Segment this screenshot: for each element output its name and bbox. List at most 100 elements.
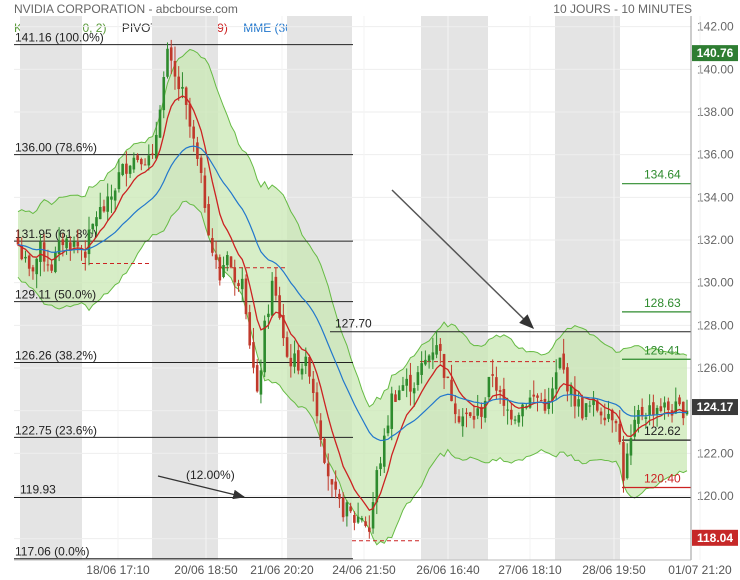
candle-body	[539, 399, 543, 401]
y-tick-label: 128.00	[697, 318, 734, 332]
candle-body	[663, 402, 666, 408]
y-tick-label: 126.00	[697, 361, 734, 375]
candle-body	[483, 400, 487, 418]
y-tick-label: 122.00	[697, 446, 734, 460]
candle-body	[465, 412, 468, 415]
candle-body	[147, 155, 151, 166]
mmh-line	[17, 95, 688, 512]
candle-body	[599, 411, 603, 416]
candle-body	[368, 527, 371, 532]
candle-body	[652, 402, 655, 415]
candle-body	[207, 204, 210, 236]
x-tick-label: 28/06 19:50	[582, 563, 646, 577]
x-tick-label: 26/06 16:40	[416, 563, 480, 577]
candle-body	[364, 521, 367, 526]
x-tick-label: 24/06 21:50	[332, 563, 396, 577]
candle-body	[569, 385, 573, 395]
candle-body	[39, 241, 42, 262]
candle-body	[667, 401, 670, 411]
candle-body	[573, 388, 577, 407]
candle-body	[371, 502, 375, 529]
pivot-label: 126.41	[644, 343, 681, 357]
pivot-label: 120.40	[644, 471, 681, 485]
candle-body	[655, 407, 659, 415]
candle-body	[117, 172, 121, 190]
candle-body	[87, 229, 91, 255]
candle-body	[289, 357, 293, 367]
candle-body	[95, 217, 98, 227]
candle-body	[259, 370, 263, 395]
candle-body	[584, 403, 588, 417]
candle-body	[188, 103, 192, 127]
candle-body	[435, 345, 438, 355]
fibonacci-label: 136.00 (78.6%)	[15, 141, 97, 155]
candle-body	[225, 255, 229, 266]
annotation-label: (12.00%)	[186, 468, 235, 482]
candle-body	[278, 295, 281, 318]
candle-body	[196, 142, 199, 159]
keltner-lower	[17, 200, 688, 546]
candle-body	[158, 109, 162, 138]
candle-body	[506, 409, 509, 411]
candle-body	[315, 392, 319, 417]
candle-body	[472, 415, 476, 420]
candle-body	[592, 398, 595, 406]
candle-body	[274, 276, 278, 296]
candle-body	[547, 400, 551, 409]
x-tick-label: 27/06 18:10	[498, 563, 562, 577]
candle-body	[498, 390, 502, 392]
candle-body	[461, 416, 465, 427]
candle-body	[382, 435, 386, 467]
candle-body	[181, 86, 184, 89]
fibonacci-label: 126.26 (38.2%)	[15, 348, 97, 362]
candle-body	[566, 367, 569, 392]
candle-body	[229, 256, 233, 268]
price-badge-label: 140.76	[697, 46, 734, 60]
resistance-label: 127.70	[335, 317, 372, 331]
candle-body	[678, 397, 681, 405]
legend-mme[interactable]: MME (30)	[243, 21, 296, 35]
candle-body	[558, 357, 562, 369]
candle-body	[386, 425, 390, 434]
pivot-label: 134.64	[644, 168, 681, 182]
y-tick-label: 120.00	[697, 489, 734, 503]
candle-body	[480, 406, 483, 417]
price-badge-label: 118.04	[697, 531, 733, 545]
candle-body	[360, 518, 364, 521]
candle-body	[513, 419, 517, 421]
candle-body	[431, 352, 435, 360]
candle-body	[618, 423, 622, 443]
candle-body	[136, 155, 139, 161]
pivot-label: 128.63	[644, 296, 681, 310]
candle-body	[46, 264, 50, 266]
candle-body	[401, 385, 405, 391]
candle-body	[674, 401, 678, 414]
candle-body	[244, 278, 248, 315]
candle-body	[240, 278, 244, 290]
pivot-label: 122.62	[644, 424, 681, 438]
candle-body	[648, 405, 651, 415]
candle-body	[341, 497, 345, 518]
candle-body	[416, 372, 420, 386]
candle-body	[510, 409, 513, 420]
candle-body	[554, 372, 558, 390]
candle-body	[468, 412, 472, 417]
candle-body	[625, 453, 629, 479]
candle-body	[543, 398, 547, 411]
candle-body	[297, 350, 300, 371]
candle-body	[517, 414, 521, 423]
y-tick-label: 140.00	[697, 62, 734, 76]
candle-body	[334, 481, 337, 490]
price-badge-bg	[692, 45, 738, 62]
candle-body	[42, 242, 46, 262]
candle-body	[491, 374, 494, 376]
candle-body	[311, 378, 315, 394]
candle-body	[214, 254, 218, 260]
price-badge-bg	[692, 399, 738, 416]
candle-body	[610, 409, 614, 421]
candle-body	[102, 206, 106, 212]
candle-body	[577, 399, 580, 407]
candle-body	[16, 238, 20, 245]
